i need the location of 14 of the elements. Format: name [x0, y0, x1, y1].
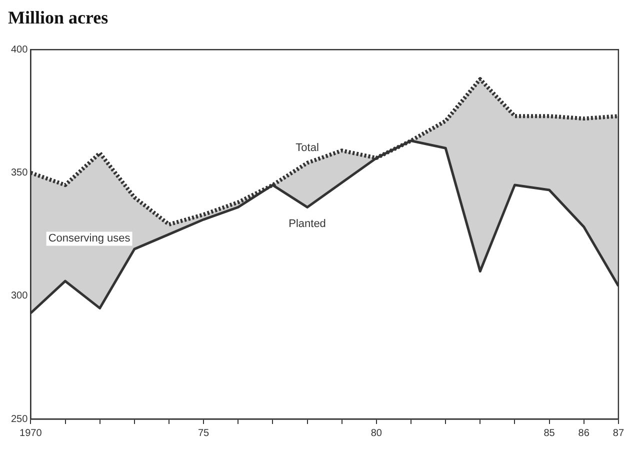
y-tick-label: 350 — [10, 167, 28, 178]
annotation: Conserving uses — [48, 232, 131, 245]
x-tick-label: 87 — [612, 428, 624, 439]
y-tick-label: 300 — [10, 290, 28, 302]
series-label: Planted — [288, 218, 326, 230]
y-tick-label: 400 — [10, 44, 28, 56]
x-tick-label: 75 — [198, 428, 210, 439]
x-tick-label: 1970 — [20, 428, 42, 439]
series-label: Total — [296, 142, 319, 154]
y-tick-label: 250 — [10, 414, 28, 425]
x-tick-label: 85 — [544, 428, 556, 439]
x-tick-label: 86 — [578, 428, 590, 439]
x-tick-label: 80 — [370, 428, 382, 439]
chart-title: Million acres — [8, 7, 108, 28]
